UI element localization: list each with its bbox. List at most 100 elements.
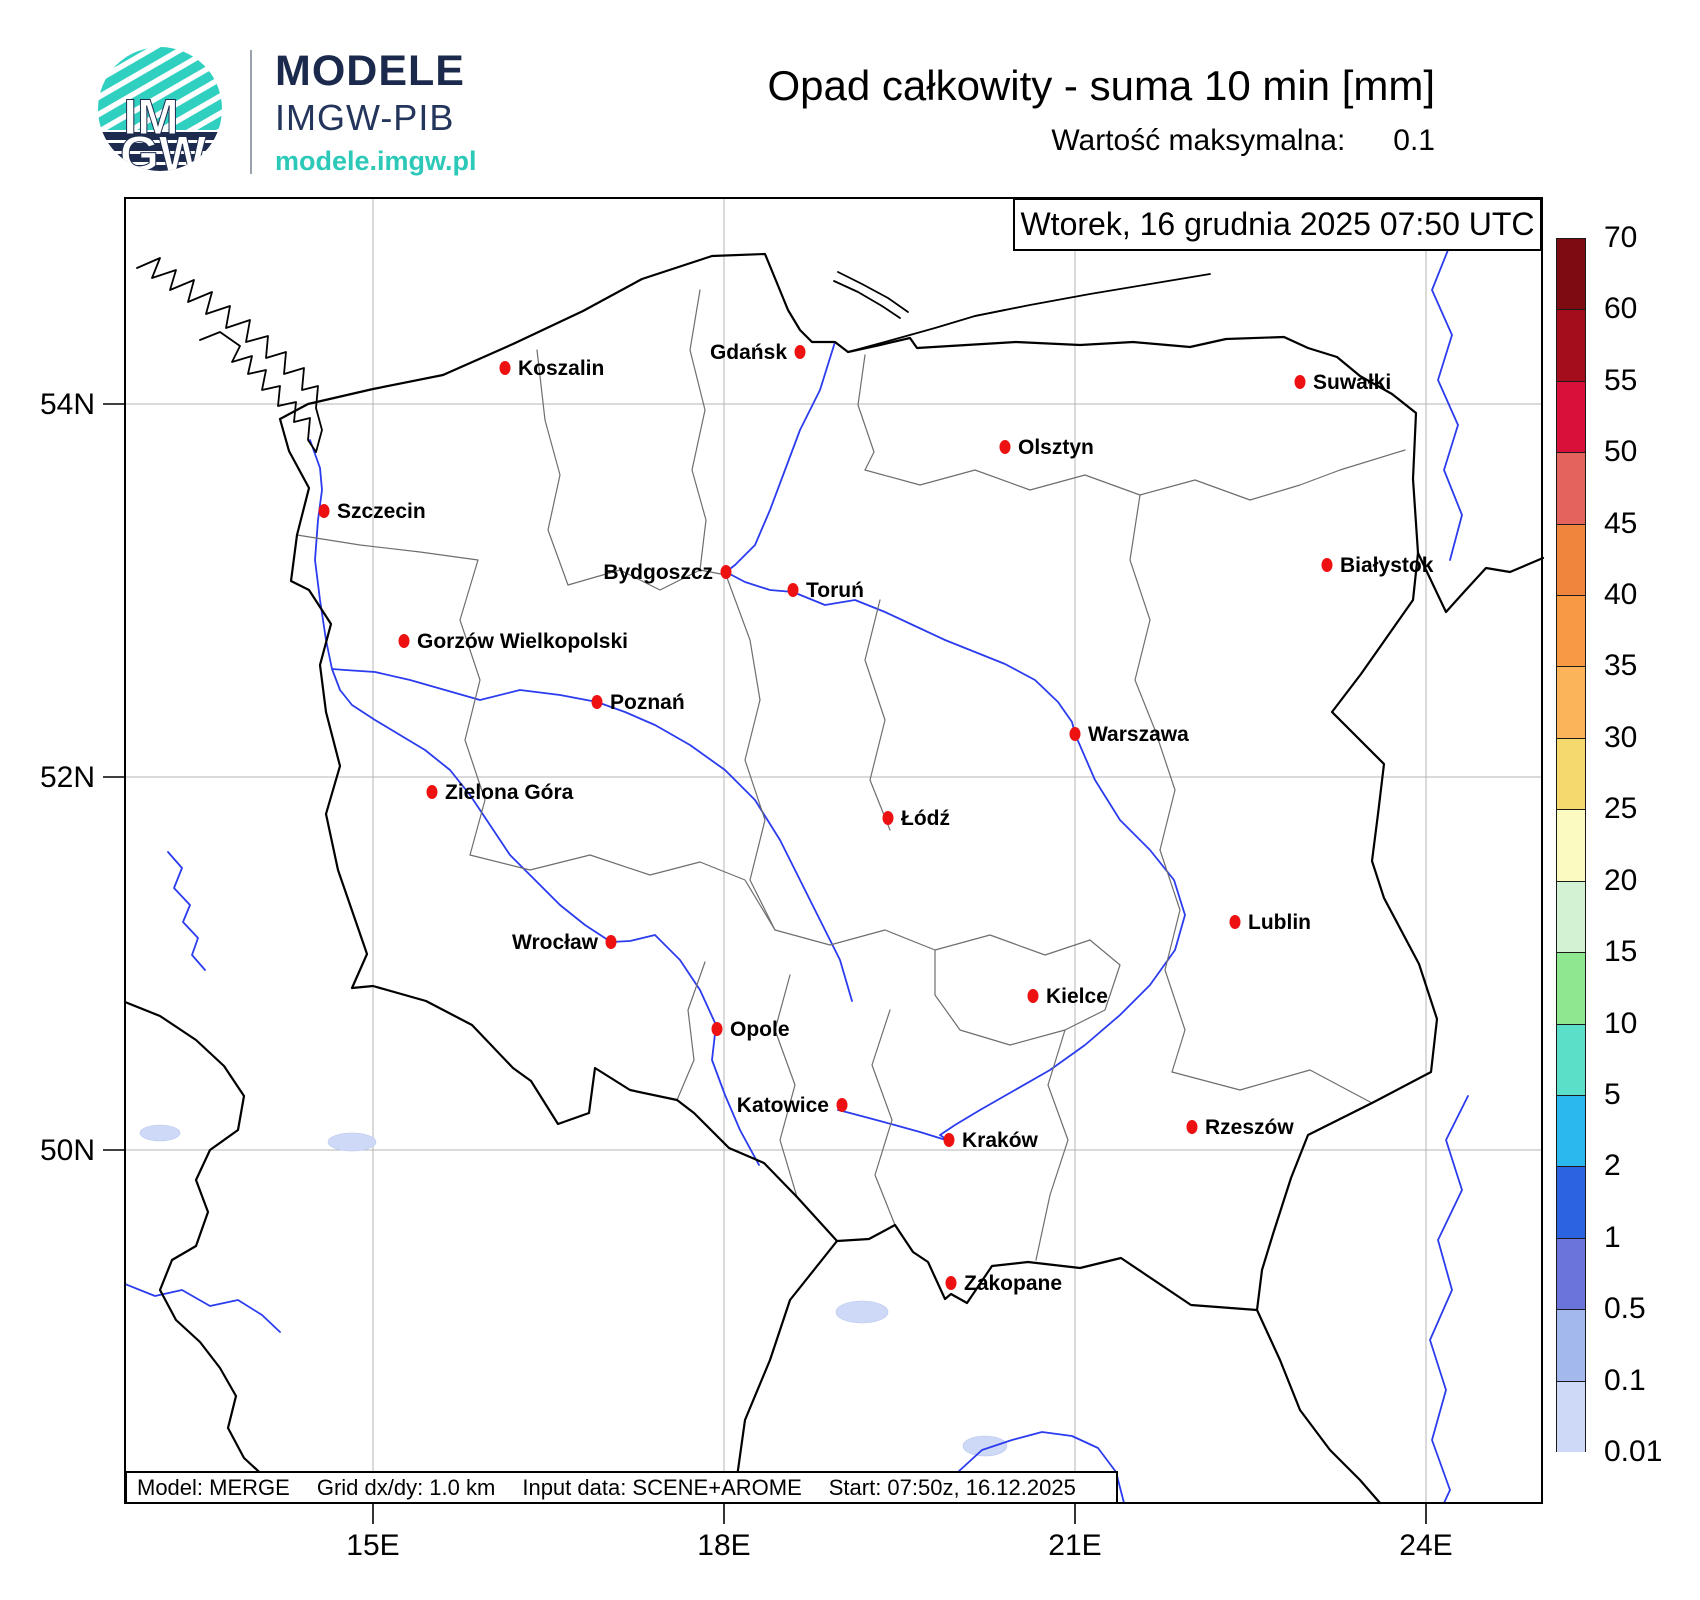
- city-dot: [591, 695, 603, 709]
- city-dot: [711, 1022, 723, 1036]
- colorbar-segment: [1556, 1094, 1586, 1167]
- colorbar-label: 40: [1604, 578, 1638, 612]
- colorbar-label: 45: [1604, 506, 1638, 540]
- imgw-logo: IM GW MODELE IMGW-PIB modele.imgw.pl: [95, 42, 515, 182]
- region-line: [934, 934, 1121, 1046]
- region-line: [864, 599, 891, 831]
- lat-tick-label: 50N: [40, 1134, 95, 1167]
- datetime-text: Wtorek, 16 grudnia 2025 07:50 UTC: [1020, 206, 1535, 242]
- city-markers: Koszalin Gdańsk Suwałki Olsztyn Szczecin Bydg…: [318, 341, 1434, 1295]
- city-label: Katowice: [737, 1094, 829, 1117]
- colorbar-segment: [1556, 523, 1586, 596]
- city-label: Lublin: [1248, 911, 1311, 934]
- river-slovakia: [939, 1431, 1125, 1504]
- river-vistula-south: [837, 733, 1186, 1142]
- colorbar-segment: [1556, 309, 1586, 381]
- river-vistula-north: [725, 341, 1076, 735]
- colorbar-segment: [1556, 737, 1586, 810]
- river-czech: [124, 1283, 281, 1333]
- city-label: Szczecin: [337, 500, 426, 523]
- lon-tick-label: 18E: [697, 1529, 750, 1562]
- city-dot: [882, 811, 894, 825]
- region-line: [1171, 1069, 1373, 1104]
- max-value-label: Wartość maksymalna:: [1051, 124, 1346, 157]
- rivers: [124, 197, 1469, 1504]
- city-label: Zielona Góra: [445, 781, 574, 804]
- colorbar-segment: [1556, 952, 1586, 1024]
- city-dot: [1229, 915, 1241, 929]
- precip-patch: [139, 1124, 181, 1142]
- belarus-border-outside: [1416, 551, 1545, 614]
- colorbar-label: 0.5: [1604, 1292, 1646, 1326]
- city-dot: [1069, 727, 1081, 741]
- imgw-logo-icon: IM GW: [98, 47, 222, 171]
- axis: 15E 18E 21E 24E 54N 52N 50N: [40, 388, 1453, 1562]
- river-germany: [167, 851, 206, 971]
- colorbar-label: 50: [1604, 435, 1638, 469]
- city-dot: [1186, 1120, 1198, 1134]
- city-dot: [943, 1133, 955, 1147]
- region-line: [744, 699, 776, 931]
- model-info-box: Model: MERGE Grid dx/dy: 1.0 km Input data…: [125, 1471, 1118, 1504]
- colorbar-label: 0.1: [1604, 1363, 1646, 1397]
- river-neman-outside: [1431, 197, 1463, 561]
- geography: [123, 197, 1545, 1505]
- colorbar-label: 10: [1604, 1006, 1638, 1040]
- city-label: Kielce: [1046, 985, 1108, 1008]
- city-dot: [499, 361, 511, 375]
- title-block: Opad całkowity - suma 10 min [mm] Wartoś…: [600, 62, 1435, 158]
- page-title: Opad całkowity - suma 10 min [mm]: [767, 62, 1435, 109]
- czech-slovak-border: [728, 1239, 839, 1505]
- city-dot: [426, 785, 438, 799]
- vistula-spit: [847, 309, 1006, 353]
- lon-tick-label: 24E: [1399, 1529, 1452, 1562]
- precip-patch: [835, 1300, 889, 1324]
- colorbar-label: 2: [1604, 1149, 1621, 1183]
- brand-name: MODELE: [275, 47, 465, 95]
- region-line: [725, 574, 761, 701]
- lat-tick-label: 54N: [40, 388, 95, 421]
- region-line: [1035, 1029, 1069, 1261]
- datetime-box: Wtorek, 16 grudnia 2025 07:50 UTC: [1013, 198, 1542, 251]
- city-label: Toruń: [806, 579, 864, 602]
- colorbar-segment: [1556, 1380, 1586, 1452]
- city-label: Gorzów Wielkopolski: [417, 630, 628, 653]
- city-label: Suwałki: [1313, 371, 1391, 394]
- city-dot: [1027, 989, 1039, 1003]
- precipitation-patches: [139, 1124, 1008, 1457]
- river-oder: [309, 439, 760, 1166]
- river-bottom-right: [1429, 1095, 1469, 1504]
- nw-islands: [136, 257, 323, 453]
- city-label: Wrocław: [512, 931, 599, 954]
- city-dot: [1321, 558, 1333, 572]
- model-info-segment: Grid dx/dy: 1.0 km: [316, 1474, 496, 1500]
- colorbar-segment: [1556, 238, 1586, 310]
- colorbar-segment: [1556, 380, 1586, 453]
- region-line: [857, 354, 875, 471]
- colorbar: 70 60 55 50 45 40 35 30 25 20 15 10 5 2 1 0.5 0.1 0.01: [1556, 223, 1662, 1467]
- city-label: Warszawa: [1088, 723, 1189, 746]
- colorbar-segment: [1556, 595, 1586, 667]
- region-line: [774, 974, 798, 1198]
- colorbar-label: 25: [1604, 792, 1638, 826]
- city-dot: [945, 1276, 957, 1290]
- region-line: [689, 289, 707, 571]
- colorbar-segment: [1556, 1237, 1586, 1310]
- colorbar-segment: [1556, 1166, 1586, 1238]
- city-dot: [398, 634, 410, 648]
- city-dot: [999, 440, 1011, 454]
- brand-divider: [250, 50, 252, 174]
- max-value: 0.1: [1393, 124, 1435, 157]
- model-info-segment: Model: MERGE: [137, 1474, 290, 1500]
- slovak-ukraine-border: [1255, 1308, 1382, 1505]
- city-label: Olsztyn: [1018, 436, 1094, 459]
- logo-letters-im: IM: [123, 89, 179, 145]
- city-label: Koszalin: [518, 357, 604, 380]
- colorbar-label: 1: [1604, 1220, 1621, 1254]
- brand-block: MODELE IMGW-PIB modele.imgw.pl: [275, 50, 477, 175]
- colorbar-label: 35: [1604, 649, 1638, 683]
- brand-subname: IMGW-PIB: [275, 97, 455, 138]
- city-label: Zakopane: [964, 1272, 1062, 1295]
- region-line: [1154, 729, 1186, 1073]
